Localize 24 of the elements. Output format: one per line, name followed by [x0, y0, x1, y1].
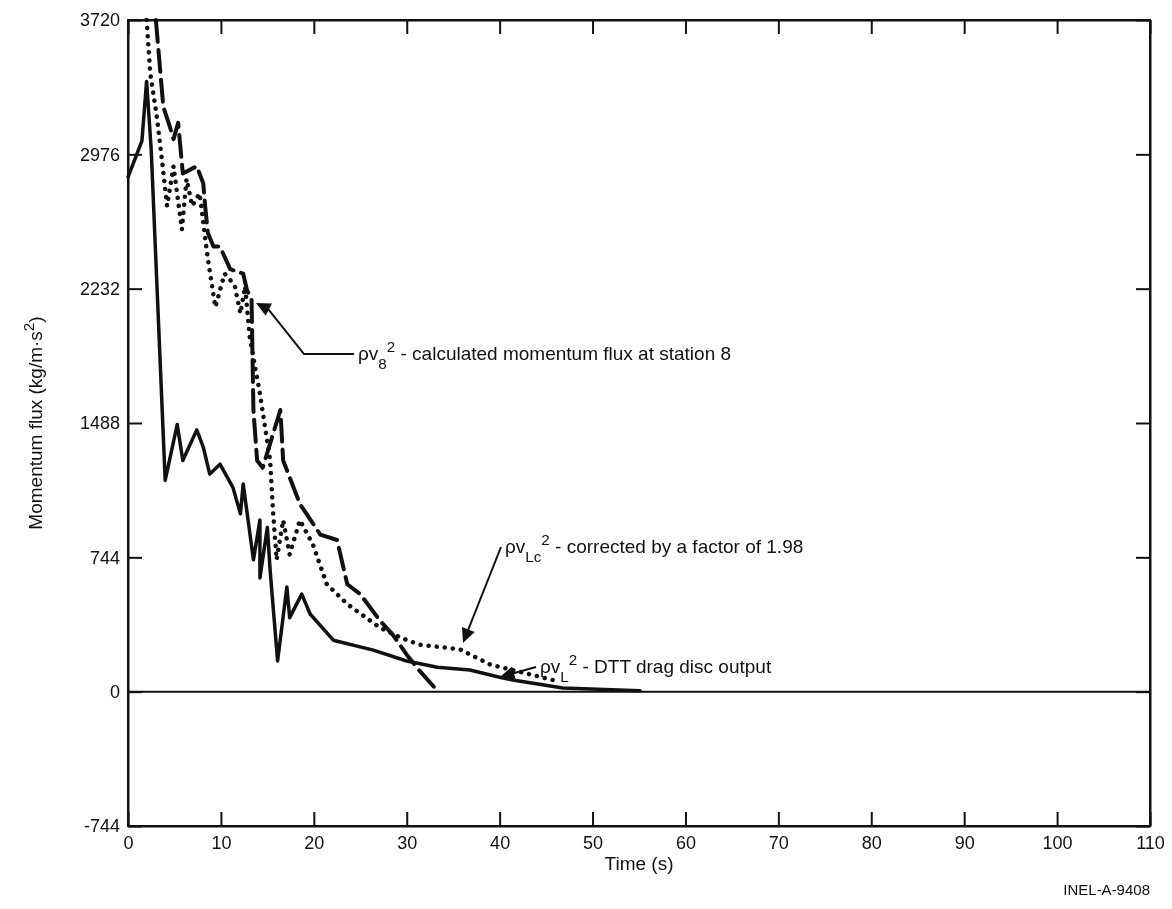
y-tick-label: 2232	[79, 278, 120, 299]
x-axis-title: Time (s)	[604, 853, 674, 874]
annotation: ρv$_{L}$$^{2}$ - DTT drag disc output	[540, 650, 772, 685]
x-tick-label: 10	[211, 832, 232, 853]
x-tick-label: 100	[1042, 832, 1073, 853]
x-tick-label: 40	[490, 832, 511, 853]
y-tick-label: 744	[89, 547, 120, 568]
x-tick-label: 50	[583, 832, 604, 853]
x-tick-label: 80	[861, 832, 882, 853]
annotation: ρv$_{8}$$^{2}$ - calculated momentum flux at station 8	[358, 337, 732, 372]
annotation: ρv$_{Lc}$$^{2}$ - corrected by a factor of 1.98	[505, 530, 804, 565]
text: INEL-A-9408	[1063, 881, 1150, 898]
y-tick-label: 2976	[79, 144, 120, 165]
y-tick-label: 1488	[79, 413, 120, 434]
y-tick-label: 0	[109, 681, 120, 702]
y-tick-label: -744	[83, 816, 120, 837]
x-tick-label: 0	[123, 832, 134, 853]
x-tick-label: 90	[954, 832, 975, 853]
x-tick-label: 70	[768, 832, 789, 853]
x-tick-label: 20	[304, 832, 325, 853]
x-tick-label: 60	[675, 832, 696, 853]
x-tick-label: 110	[1136, 832, 1165, 853]
x-tick-label: 30	[397, 832, 418, 853]
y-tick-label: 3720	[79, 10, 120, 31]
